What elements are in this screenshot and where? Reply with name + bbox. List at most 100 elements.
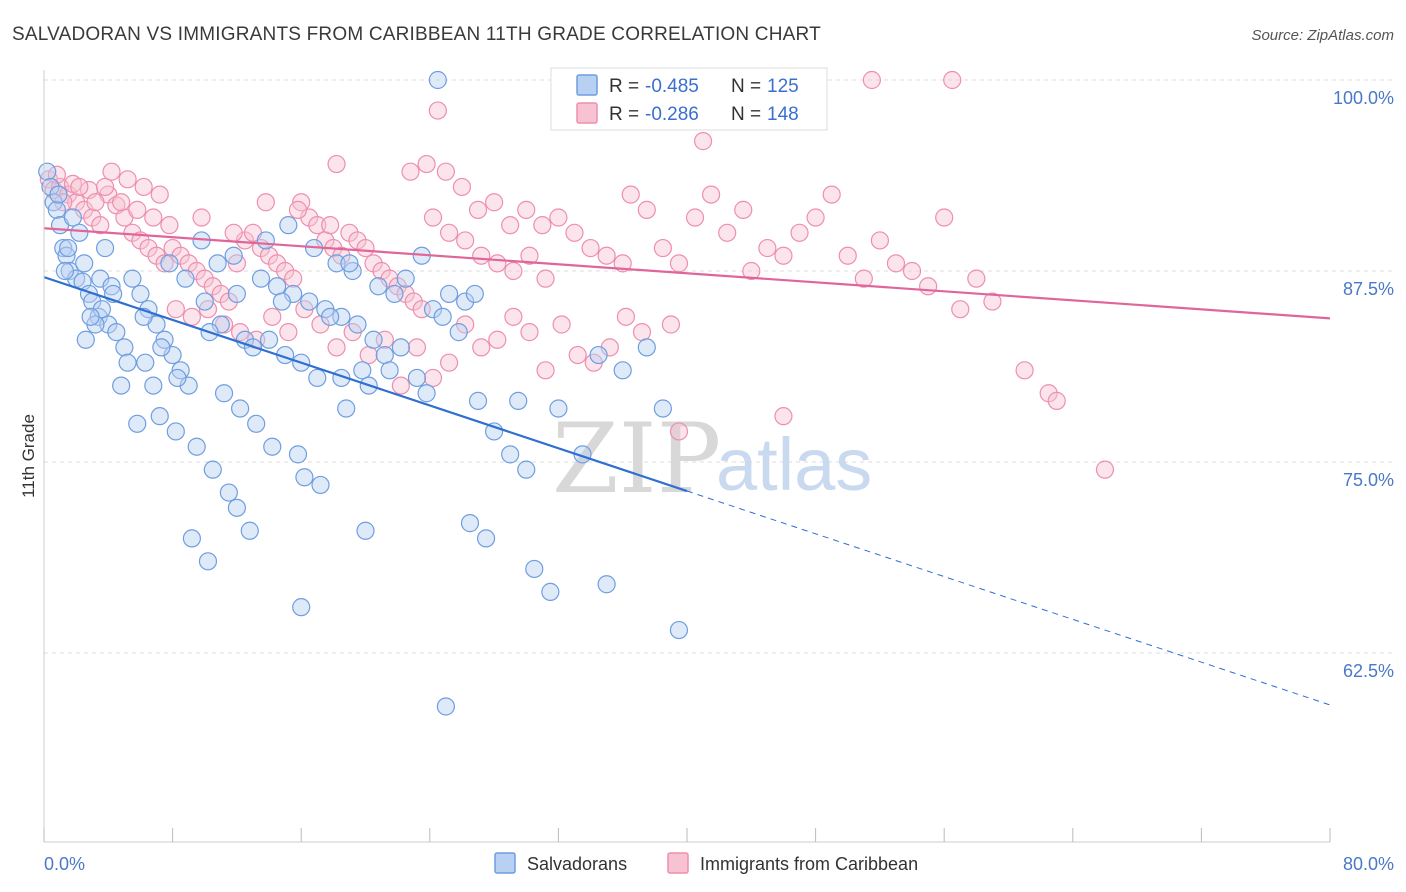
caribbean-point-121 (279, 323, 298, 342)
salvadoran-point-111 (549, 399, 568, 418)
caribbean-point-61 (452, 177, 472, 197)
salvadoran-point-84 (407, 368, 427, 388)
caribbean-point-98 (902, 261, 922, 281)
salvadoran-point-76 (288, 445, 308, 464)
salvadoran-point-95 (517, 460, 536, 479)
caribbean-point-76 (565, 223, 584, 242)
legend-r-value-1: -0.286 (645, 104, 699, 125)
caribbean-point-134 (488, 330, 507, 349)
salvadoran-point-119 (613, 361, 632, 380)
caribbean-point-59 (428, 101, 447, 120)
caribbean-point-139 (568, 345, 587, 365)
salvadoran-point-114 (380, 361, 399, 380)
caribbean-point-126 (359, 345, 378, 365)
caribbean-point-89 (758, 238, 777, 258)
salvadoran-point-0 (38, 162, 57, 181)
salvadoran-point-102 (476, 529, 496, 548)
x-tick-label-min: 0.0% (44, 854, 85, 874)
salvadoran-point-99 (292, 598, 311, 617)
caribbean-point-129 (407, 338, 427, 357)
salvadoran-point-44 (259, 330, 279, 349)
caribbean-point-131 (439, 353, 459, 372)
caribbean-point-95 (854, 269, 873, 288)
caribbean-point-149 (134, 177, 153, 197)
salvadoran-point-21 (63, 208, 83, 227)
caribbean-point-81 (637, 200, 656, 219)
salvadoran-point-38 (219, 483, 238, 502)
salvadoran-point-122 (340, 254, 359, 273)
legend-swatch-caribbean (576, 102, 598, 124)
salvadoran-point-74 (247, 414, 266, 433)
legend-r-value-0: -0.485 (645, 76, 699, 97)
caribbean-point-93 (822, 185, 841, 204)
caribbean-point-68 (488, 254, 507, 273)
caribbean-point-56 (327, 154, 346, 174)
caribbean-point-105 (943, 70, 962, 90)
y-tick-label-0: 62.5% (1343, 661, 1394, 681)
salvadoran-point-79 (337, 399, 356, 418)
salvadoran-point-117 (509, 391, 528, 410)
salvadoran-point-72 (214, 384, 234, 403)
caribbean-point-155 (321, 216, 340, 235)
salvadoran-point-92 (468, 391, 488, 410)
salvadoran-point-32 (118, 353, 137, 372)
caribbean-point-152 (224, 223, 243, 242)
salvadoran-point-24 (123, 269, 142, 288)
salvadoran-point-125 (168, 368, 187, 388)
caribbean-point-48 (356, 238, 375, 258)
bottom-legend-label-salvadorans: Salvadorans (527, 854, 627, 874)
salvadoran-point-98 (240, 521, 259, 540)
caribbean-point-60 (436, 162, 455, 181)
salvadoran-point-101 (460, 514, 480, 533)
caribbean-point-78 (597, 246, 616, 265)
caribbean-point-109 (774, 407, 793, 426)
salvadoran-point-107 (436, 697, 455, 716)
salvadoran-point-91 (449, 323, 468, 342)
salvadoran-point-127 (136, 353, 155, 372)
caribbean-point-124 (327, 338, 346, 357)
caribbean-point-146 (70, 177, 89, 197)
caribbean-point-113 (1047, 391, 1066, 410)
salvadoran-point-80 (353, 361, 372, 380)
grid: 62.5% 75.0% 87.5% 100.0% (44, 79, 1394, 681)
caribbean-point-39 (284, 269, 303, 288)
salvadoran-point-88 (396, 269, 415, 288)
salvadoran-point-60 (327, 254, 346, 273)
caribbean-point-96 (870, 231, 890, 250)
caribbean-point-135 (504, 307, 523, 326)
salvadoran-point-120 (272, 292, 292, 311)
caribbean-point-71 (536, 269, 555, 288)
salvadoran-point-56 (224, 246, 243, 265)
salvadoran-point-94 (501, 445, 520, 464)
salvadoran-point-131 (81, 307, 100, 326)
salvadoran-point-85 (423, 300, 443, 319)
salvadoran-point-86 (439, 284, 459, 304)
chart-title: SALVADORAN VS IMMIGRANTS FROM CARIBBEAN … (12, 24, 821, 45)
caribbean-point-132 (456, 315, 475, 334)
salvadoran-point-110 (589, 345, 608, 365)
salvadoran-point-126 (152, 338, 171, 357)
salvadoran-point-25 (131, 284, 150, 304)
salvadoran-point-39 (227, 498, 246, 517)
caribbean-point-150 (150, 185, 169, 204)
caribbean-point-85 (702, 185, 721, 204)
caribbean-point-144 (102, 162, 121, 181)
watermark-zip: ZIP (552, 403, 721, 515)
salvadoran-point-36 (187, 437, 206, 456)
caribbean-point-103 (983, 292, 1002, 311)
salvadoran-point-37 (203, 460, 222, 479)
legend-r-label-0: R = (609, 76, 639, 97)
salvadoran-point-19 (102, 277, 121, 296)
caribbean-point-90 (774, 246, 793, 265)
salvadoran-point-35 (166, 422, 185, 441)
caribbean-point-114 (166, 300, 185, 319)
caribbean-point-130 (423, 368, 443, 388)
caribbean-point-83 (669, 254, 689, 273)
caribbean-point-77 (581, 238, 600, 258)
caribbean-point-99 (919, 277, 938, 296)
salvadoran-point-47 (308, 368, 327, 388)
salvadoran-point-69 (112, 376, 131, 395)
salvadoran-point-109 (653, 399, 672, 418)
salvadoran-point-54 (348, 315, 367, 334)
salvadoran-point-96 (182, 529, 201, 548)
